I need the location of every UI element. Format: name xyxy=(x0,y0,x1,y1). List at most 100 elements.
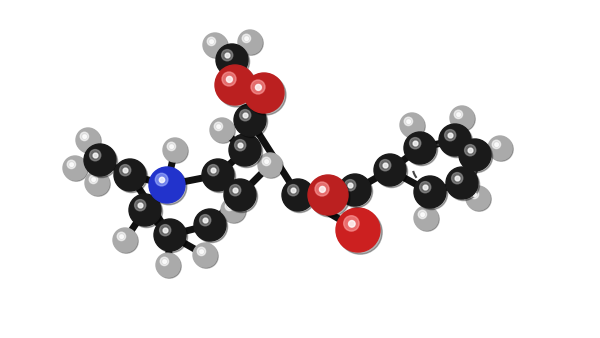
Circle shape xyxy=(244,73,284,113)
Circle shape xyxy=(282,179,314,211)
Circle shape xyxy=(86,146,118,177)
Circle shape xyxy=(410,138,421,149)
Circle shape xyxy=(207,37,215,46)
Circle shape xyxy=(163,228,168,233)
Circle shape xyxy=(464,145,476,156)
Circle shape xyxy=(151,169,187,205)
Circle shape xyxy=(236,105,268,138)
Circle shape xyxy=(233,188,238,193)
Circle shape xyxy=(445,129,456,141)
Circle shape xyxy=(215,65,255,105)
Circle shape xyxy=(170,145,173,148)
Circle shape xyxy=(155,173,168,186)
Circle shape xyxy=(452,173,463,184)
Circle shape xyxy=(77,129,101,153)
Circle shape xyxy=(76,128,100,152)
Circle shape xyxy=(336,208,380,252)
Circle shape xyxy=(246,75,286,115)
Circle shape xyxy=(414,206,438,230)
Circle shape xyxy=(459,139,491,171)
Circle shape xyxy=(217,125,220,128)
Circle shape xyxy=(467,187,491,211)
Circle shape xyxy=(163,138,187,162)
Circle shape xyxy=(440,126,473,158)
Circle shape xyxy=(448,169,479,200)
Circle shape xyxy=(454,110,463,119)
Circle shape xyxy=(163,260,166,263)
Circle shape xyxy=(407,120,410,123)
Circle shape xyxy=(468,148,473,153)
Circle shape xyxy=(348,183,353,188)
Circle shape xyxy=(224,179,256,211)
Circle shape xyxy=(64,157,88,181)
Circle shape xyxy=(134,200,146,211)
Circle shape xyxy=(344,216,359,231)
Circle shape xyxy=(123,168,128,173)
Circle shape xyxy=(262,157,271,166)
Circle shape xyxy=(193,243,217,267)
Circle shape xyxy=(308,175,348,215)
Circle shape xyxy=(116,161,148,193)
Circle shape xyxy=(119,165,131,176)
Circle shape xyxy=(400,113,424,137)
Circle shape xyxy=(117,232,125,241)
Circle shape xyxy=(203,161,236,193)
Circle shape xyxy=(200,250,203,254)
Circle shape xyxy=(228,205,232,209)
Circle shape xyxy=(413,141,418,146)
Circle shape xyxy=(196,211,227,243)
Circle shape xyxy=(160,224,171,236)
Circle shape xyxy=(446,167,478,199)
Circle shape xyxy=(230,185,241,196)
Circle shape xyxy=(259,154,283,178)
Circle shape xyxy=(414,176,446,208)
Circle shape xyxy=(418,210,427,219)
Circle shape xyxy=(238,30,262,54)
Circle shape xyxy=(120,235,124,238)
Circle shape xyxy=(208,165,219,176)
Circle shape xyxy=(214,122,223,130)
Circle shape xyxy=(222,199,246,223)
Circle shape xyxy=(222,72,236,86)
Circle shape xyxy=(149,167,185,203)
Circle shape xyxy=(160,257,169,266)
Circle shape xyxy=(217,67,257,107)
Circle shape xyxy=(242,34,251,43)
Circle shape xyxy=(376,155,407,188)
Circle shape xyxy=(238,143,243,148)
Circle shape xyxy=(374,154,406,186)
Circle shape xyxy=(488,136,512,160)
Circle shape xyxy=(85,171,109,195)
Circle shape xyxy=(251,80,265,94)
Circle shape xyxy=(383,163,388,168)
Circle shape xyxy=(216,44,248,76)
Circle shape xyxy=(473,193,476,196)
Circle shape xyxy=(450,106,474,130)
Circle shape xyxy=(157,254,181,278)
Circle shape xyxy=(235,140,246,151)
Circle shape xyxy=(457,113,460,116)
Circle shape xyxy=(466,186,490,210)
Circle shape xyxy=(154,219,186,251)
Circle shape xyxy=(404,132,436,164)
Circle shape xyxy=(265,160,268,164)
Circle shape xyxy=(211,168,216,173)
Circle shape xyxy=(310,177,350,217)
Circle shape xyxy=(113,228,137,252)
Circle shape xyxy=(211,119,235,143)
Circle shape xyxy=(164,139,188,163)
Circle shape xyxy=(89,150,101,161)
Circle shape xyxy=(492,140,500,149)
Circle shape xyxy=(225,202,233,211)
Circle shape xyxy=(83,135,86,139)
Circle shape xyxy=(234,104,266,136)
Circle shape xyxy=(470,190,479,199)
Circle shape xyxy=(461,141,493,173)
Circle shape xyxy=(229,134,261,166)
Circle shape xyxy=(315,182,329,196)
Circle shape xyxy=(156,253,180,277)
Circle shape xyxy=(258,153,282,177)
Circle shape xyxy=(92,178,95,182)
Circle shape xyxy=(131,196,163,227)
Circle shape xyxy=(341,176,373,208)
